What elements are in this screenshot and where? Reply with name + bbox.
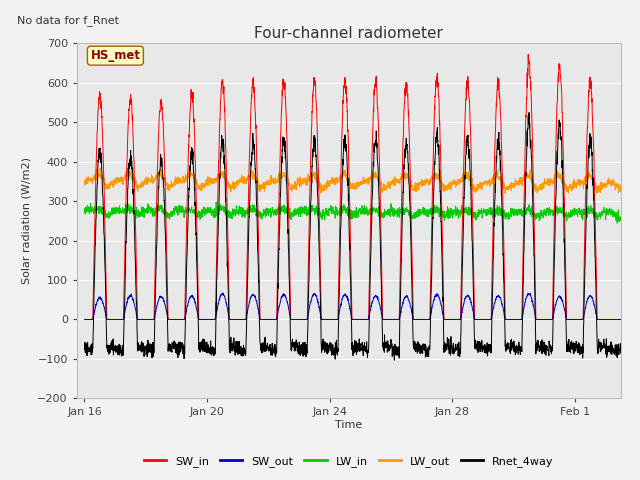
Legend: SW_in, SW_out, LW_in, LW_out, Rnet_4way: SW_in, SW_out, LW_in, LW_out, Rnet_4way	[140, 451, 558, 471]
X-axis label: Time: Time	[335, 420, 362, 430]
Title: Four-channel radiometer: Four-channel radiometer	[254, 25, 444, 41]
Y-axis label: Solar radiation (W/m2): Solar radiation (W/m2)	[22, 157, 32, 284]
Text: HS_met: HS_met	[90, 49, 140, 62]
Text: No data for f_Rnet: No data for f_Rnet	[17, 15, 119, 26]
